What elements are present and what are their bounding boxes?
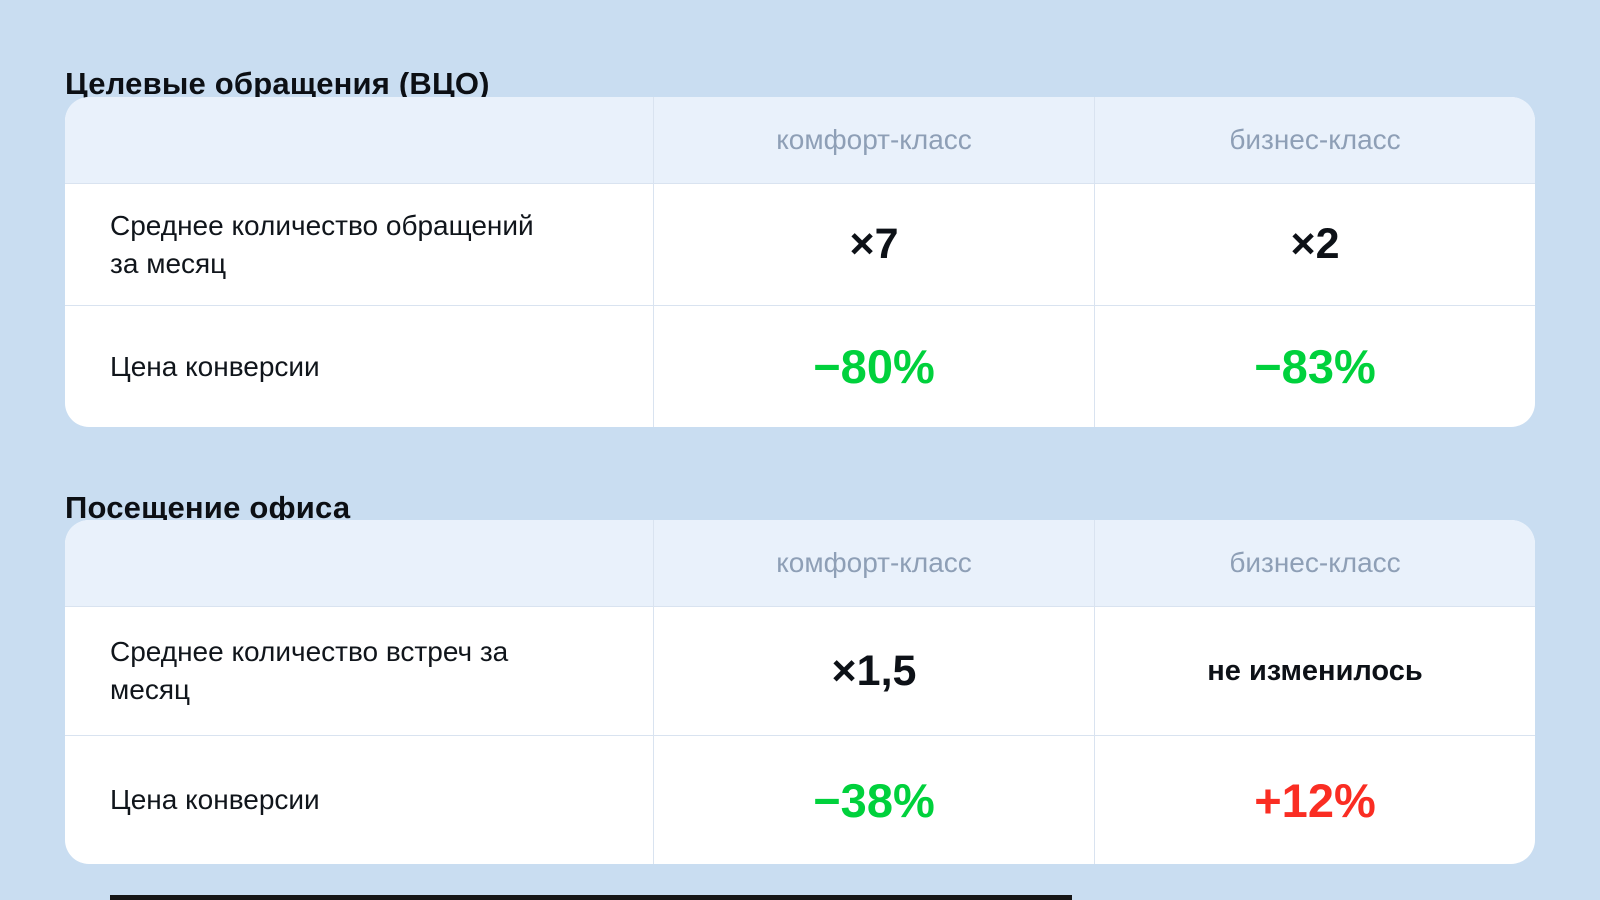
column-header-business: бизнес-класс	[1094, 520, 1535, 606]
metric-value: ×7	[849, 220, 899, 268]
metric-value: не изменилось	[1207, 654, 1423, 687]
column-header-empty	[65, 520, 653, 606]
row-label: Цена конверсии	[110, 784, 320, 816]
table-row-label-cell: Среднее количество встреч за месяц	[65, 606, 653, 735]
row-label: Среднее количество обращений за месяц	[110, 209, 534, 279]
metric-value: ×2	[1290, 220, 1340, 268]
value-cell: −80%	[653, 305, 1094, 427]
column-header-label: бизнес-класс	[1229, 547, 1401, 578]
metric-value: ×1,5	[831, 646, 917, 695]
value-cell: ×2	[1094, 183, 1535, 305]
table-vco: комфорт-класс бизнес-класс Среднее колич…	[65, 97, 1535, 427]
row-label: Цена конверсии	[110, 350, 320, 382]
table-row-label-cell: Цена конверсии	[65, 305, 653, 427]
bottom-bar	[110, 895, 1072, 900]
table-row-label-cell: Цена конверсии	[65, 735, 653, 864]
section-title-office: Посещение офиса	[65, 489, 351, 525]
column-header-business: бизнес-класс	[1094, 97, 1535, 183]
column-header-comfort: комфорт-класс	[653, 97, 1094, 183]
metric-value: −83%	[1254, 340, 1376, 393]
value-cell: ×7	[653, 183, 1094, 305]
table-office: комфорт-класс бизнес-класс Среднее колич…	[65, 520, 1535, 864]
metric-value: −38%	[813, 773, 935, 827]
column-header-comfort: комфорт-класс	[653, 520, 1094, 606]
value-cell: −83%	[1094, 305, 1535, 427]
column-header-label: комфорт-класс	[776, 547, 972, 578]
value-cell: +12%	[1094, 735, 1535, 864]
value-cell: ×1,5	[653, 606, 1094, 735]
row-label: Среднее количество встреч за месяц	[110, 636, 509, 705]
column-header-label: бизнес-класс	[1229, 124, 1401, 155]
column-header-label: комфорт-класс	[776, 124, 972, 155]
section-title-vco: Целевые обращения (ВЦО)	[65, 65, 490, 101]
column-header-empty	[65, 97, 653, 183]
table-row-label-cell: Среднее количество обращений за месяц	[65, 183, 653, 305]
metric-value: +12%	[1254, 773, 1376, 827]
value-cell: не изменилось	[1094, 606, 1535, 735]
value-cell: −38%	[653, 735, 1094, 864]
metric-value: −80%	[813, 340, 935, 393]
